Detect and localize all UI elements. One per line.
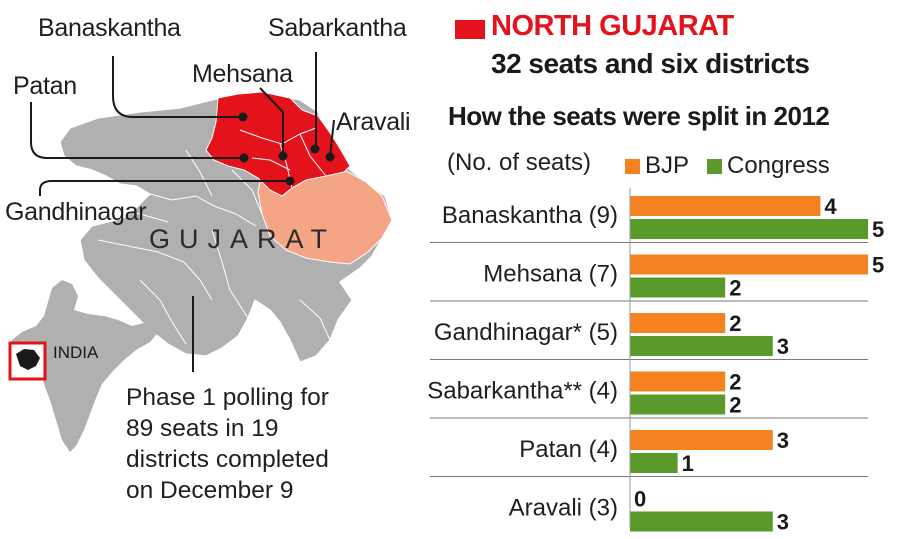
label-sabarkantha: Sabarkantha	[268, 14, 407, 42]
legend-label-bjp: BJP	[645, 152, 690, 179]
leader-lines	[30, 52, 335, 372]
map-graphic	[8, 52, 393, 452]
district-markers	[238, 112, 335, 186]
label-banaskantha: Banaskantha	[38, 14, 181, 42]
bar-bjp-4	[630, 430, 773, 450]
india-shape	[12, 280, 160, 452]
category-label: Gandhinagar* (5)	[434, 319, 618, 346]
header-swatch	[455, 20, 485, 39]
legend-item-bjp: BJP	[625, 152, 689, 180]
bar-congress-0	[630, 219, 868, 239]
category-label: Mehsana (7)	[483, 261, 618, 288]
country-label: INDIA	[53, 343, 99, 362]
state-label: GUJARAT	[149, 224, 337, 254]
category-label: Patan (4)	[519, 436, 618, 463]
bar-value-label: 2	[729, 370, 741, 395]
category-label: Banaskantha (9)	[442, 202, 618, 229]
district-boundaries	[97, 149, 331, 345]
phase-note: Phase 1 polling for 89 seats in 19 distr…	[126, 382, 426, 506]
header-title: NORTH GUJARAT	[491, 10, 734, 42]
legend-swatch-congress	[707, 158, 722, 174]
phase-note-line: Phase 1 polling for	[126, 384, 329, 411]
bar-value-label: 2	[729, 393, 741, 418]
bar-value-label: 5	[872, 253, 884, 278]
category-label: Sabarkantha** (4)	[427, 378, 618, 405]
legend-item-congress: Congress	[707, 152, 830, 180]
bar-congress-3	[630, 394, 726, 415]
bar-value-label: 3	[777, 428, 789, 453]
label-mehsana: Mehsana	[192, 60, 293, 88]
chart-title: How the seats were split in 2012	[448, 101, 830, 131]
bar-value-label: 2	[729, 276, 741, 301]
chart-unit-note: (No. of seats)	[447, 149, 592, 176]
india-gujarat-mini-shape	[16, 349, 40, 370]
bar-congress-5	[630, 511, 773, 532]
bar-value-label: 2	[729, 311, 741, 336]
bar-bjp-0	[630, 196, 821, 216]
category-label: Aravali (3)	[509, 495, 618, 522]
phase-note-line: districts completed	[126, 446, 329, 473]
legend-label-congress: Congress	[727, 152, 830, 179]
bar-bjp-3	[630, 371, 726, 392]
label-aravali: Aravali	[336, 108, 411, 136]
bar-bjp-2	[630, 313, 726, 333]
label-gandhinagar: Gandhinagar	[5, 198, 147, 226]
legend-swatch-bjp	[625, 158, 640, 174]
bar-value-label: 0	[634, 487, 646, 512]
bar-value-label: 3	[777, 510, 789, 535]
phase-note-line: on December 9	[126, 477, 294, 504]
bar-congress-2	[630, 336, 773, 356]
label-patan: Patan	[13, 72, 77, 100]
bar-congress-4	[630, 453, 678, 473]
phase-note-line: 89 seats in 19	[126, 415, 279, 442]
bar-congress-1	[630, 277, 726, 298]
bar-bjp-1	[630, 254, 868, 275]
header-subtitle: 32 seats and six districts	[491, 48, 810, 79]
bar-value-label: 1	[682, 451, 694, 476]
bar-value-label: 5	[872, 217, 884, 242]
bar-value-label: 4	[824, 194, 837, 219]
bar-value-label: 3	[777, 334, 789, 359]
